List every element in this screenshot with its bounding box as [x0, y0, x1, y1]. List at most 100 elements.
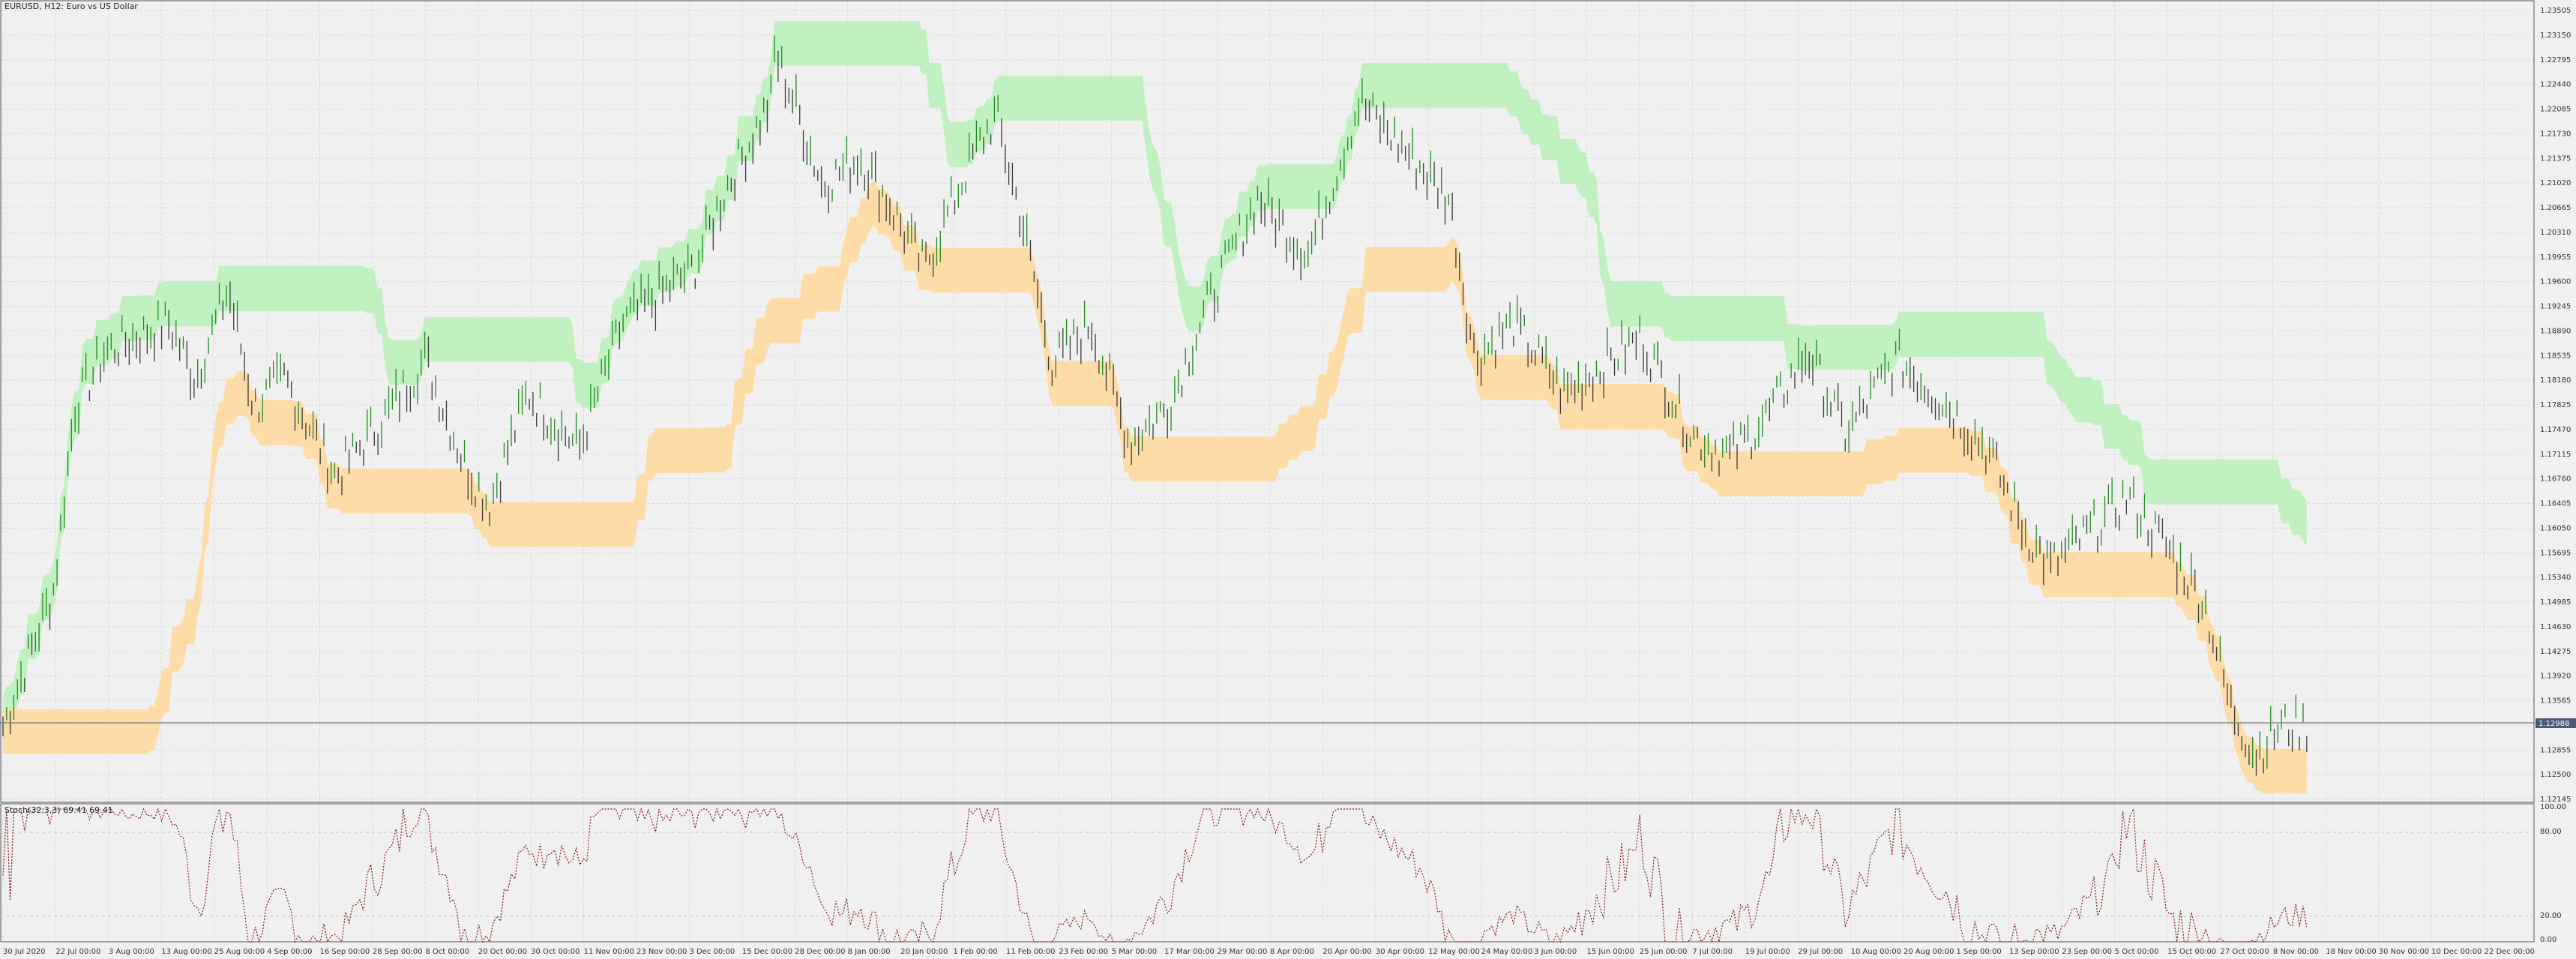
- time-tick-label: 15 Dec 00:00: [742, 948, 792, 956]
- price-tick-label: 1.12145: [2540, 796, 2571, 804]
- price-tick-label: 1.21730: [2540, 130, 2571, 138]
- time-tick-label: 1 Sep 00:00: [1956, 948, 2001, 956]
- stoch-tick-label: 80.00: [2540, 828, 2562, 836]
- upper-band: [3, 21, 2307, 744]
- time-tick-label: 20 Oct 00:00: [478, 948, 527, 956]
- time-tick-label: 11 Nov 00:00: [584, 948, 634, 956]
- time-tick-label: 8 Nov 00:00: [2273, 948, 2319, 956]
- price-tick-label: 1.18890: [2540, 327, 2571, 335]
- stoch-axis: 100.00 80.00 20.00 0.00: [2540, 803, 2566, 944]
- price-tick-label: 1.22085: [2540, 106, 2571, 114]
- time-tick-label: 23 Nov 00:00: [637, 948, 687, 956]
- time-tick-label: 4 Sep 00:00: [267, 948, 312, 956]
- stoch-tick-label: 0.00: [2540, 936, 2557, 944]
- current-price-tag: [2536, 718, 2576, 728]
- lower-band: [3, 182, 2307, 794]
- price-tick-label: 1.14985: [2540, 598, 2571, 607]
- stochastic-line: [2, 807, 2308, 944]
- time-tick-label: 20 Aug 00:00: [1904, 948, 1954, 956]
- price-axis: 1.23505 1.23150 1.22795 1.22440 1.22085 1.217…: [2540, 7, 2571, 804]
- time-tick-label: 19 Jul 00:00: [1745, 948, 1790, 956]
- time-tick-label: 1 Feb 00:00: [954, 948, 998, 956]
- time-axis: 30 Jul 2020 22 Jul 00:00 3 Aug 00:00 13 Aug…: [3, 948, 2535, 956]
- time-tick-label: 27 Oct 00:00: [2221, 948, 2269, 956]
- time-tick-label: 5 Oct 00:00: [2115, 948, 2159, 956]
- band-indicator: [3, 21, 2307, 794]
- time-tick-label: 25 Jun 00:00: [1640, 948, 1688, 956]
- time-tick-label: 7 Jul 00:00: [1692, 948, 1733, 956]
- price-tick-label: 1.13565: [2540, 697, 2571, 706]
- time-tick-label: 22 Jul 00:00: [55, 948, 100, 956]
- price-bars: [2, 35, 2308, 776]
- time-tick-label: 13 Aug 00:00: [161, 948, 211, 956]
- time-tick-label: 3 Aug 00:00: [109, 948, 154, 956]
- stoch-title: Stoch(32,3,3) 69.41 69.41: [4, 805, 113, 815]
- price-tick-label: 1.12855: [2540, 746, 2571, 754]
- price-tick-label: 1.17115: [2540, 451, 2571, 459]
- grid-lines: [0, 0, 2534, 942]
- time-tick-label: 23 Feb 00:00: [1059, 948, 1108, 956]
- stoch-tick-label: 20.00: [2540, 912, 2562, 920]
- price-tick-label: 1.16405: [2540, 500, 2571, 508]
- time-tick-label: 8 Oct 00:00: [425, 948, 469, 956]
- time-tick-label: 13 Sep 00:00: [2009, 948, 2059, 956]
- symbol-title: EURUSD, H12: Euro vs US Dollar: [4, 1, 138, 11]
- time-tick-label: 16 Sep 00:00: [320, 948, 370, 956]
- time-tick-label: 30 Oct 00:00: [531, 948, 580, 956]
- price-tick-label: 1.20310: [2540, 229, 2571, 237]
- time-tick-label: 30 Nov 00:00: [2379, 948, 2429, 956]
- price-tick-label: 1.22440: [2540, 81, 2571, 89]
- price-tick-label: 1.20665: [2540, 204, 2571, 212]
- time-tick-label: 20 Jan 00:00: [900, 948, 948, 956]
- stoch-main-line: [2, 807, 2308, 944]
- price-tick-label: 1.17825: [2540, 401, 2571, 409]
- time-tick-label: 15 Jun 00:00: [1587, 948, 1635, 956]
- price-panel-border: [0, 0, 2535, 803]
- time-tick-label: 28 Dec 00:00: [795, 948, 845, 956]
- time-tick-label: 10 Dec 00:00: [2431, 948, 2482, 956]
- current-price-label: 1.12988: [2539, 720, 2569, 728]
- price-tick-label: 1.23505: [2540, 7, 2571, 15]
- time-tick-label: 30 Apr 00:00: [1376, 948, 1424, 956]
- time-tick-label: 25 Aug 00:00: [214, 948, 265, 956]
- time-tick-label: 15 Oct 00:00: [2167, 948, 2216, 956]
- price-tick-label: 1.23150: [2540, 31, 2571, 40]
- time-tick-label: 12 May 00:00: [1428, 948, 1480, 956]
- time-tick-label: 8 Apr 00:00: [1270, 948, 1314, 956]
- time-tick-label: 10 Aug 00:00: [1851, 948, 1901, 956]
- time-tick-label: 3 Dec 00:00: [689, 948, 735, 956]
- time-tick-label: 18 Nov 00:00: [2326, 948, 2376, 956]
- price-tick-label: 1.16760: [2540, 475, 2571, 484]
- price-tick-label: 1.12500: [2540, 771, 2571, 779]
- price-tick-label: 1.15340: [2540, 574, 2571, 582]
- price-tick-label: 1.22795: [2540, 56, 2571, 64]
- price-tick-label: 1.14630: [2540, 623, 2571, 631]
- price-tick-label: 1.18535: [2540, 352, 2571, 360]
- time-tick-label: 24 May 00:00: [1481, 948, 1533, 956]
- time-tick-label: 11 Feb 00:00: [1006, 948, 1056, 956]
- price-tick-label: 1.21375: [2540, 154, 2571, 163]
- time-tick-label: 5 Mar 00:00: [1112, 948, 1157, 956]
- time-tick-label: 3 Jun 00:00: [1534, 948, 1577, 956]
- time-tick-label: 23 Sep 00:00: [2062, 948, 2112, 956]
- price-tick-label: 1.19245: [2540, 303, 2571, 311]
- time-tick-label: 29 Jul 00:00: [1798, 948, 1843, 956]
- time-tick-label: 17 Mar 00:00: [1164, 948, 1215, 956]
- price-tick-label: 1.13920: [2540, 673, 2571, 681]
- price-tick-label: 1.19600: [2540, 278, 2571, 286]
- price-tick-label: 1.15695: [2540, 549, 2571, 557]
- time-tick-label: 22 Dec 00:00: [2485, 948, 2535, 956]
- price-tick-label: 1.18180: [2540, 376, 2571, 385]
- price-tick-label: 1.14275: [2540, 648, 2571, 656]
- price-tick-label: 1.21020: [2540, 179, 2571, 187]
- time-tick-label: 28 Sep 00:00: [373, 948, 423, 956]
- stoch-panel-border: [0, 803, 2535, 943]
- price-tick-label: 1.17470: [2540, 426, 2571, 434]
- price-tick-label: 1.16050: [2540, 524, 2571, 532]
- time-tick-label: 30 Jul 2020: [3, 948, 46, 956]
- price-tick-label: 1.19955: [2540, 253, 2571, 262]
- stoch-tick-label: 100.00: [2540, 803, 2566, 811]
- time-tick-label: 8 Jan 00:00: [848, 948, 891, 956]
- time-tick-label: 29 Mar 00:00: [1218, 948, 1268, 956]
